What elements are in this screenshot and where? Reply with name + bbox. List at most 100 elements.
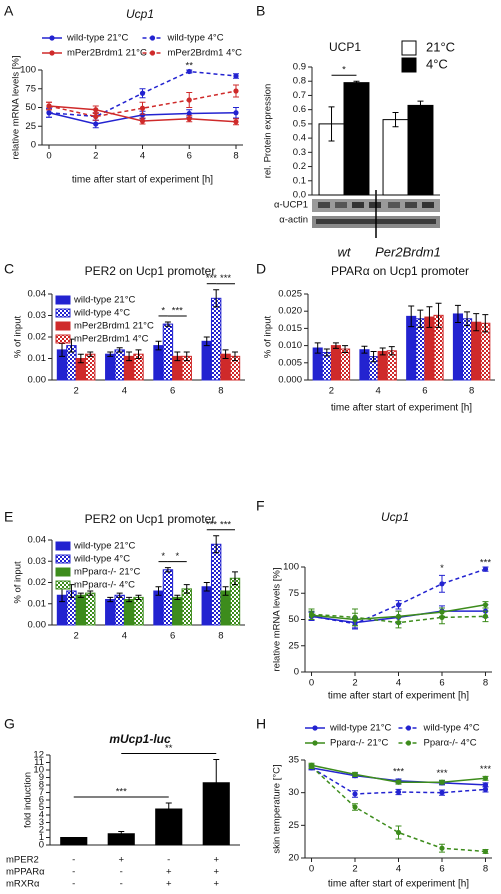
data-point	[482, 566, 489, 572]
data-point	[139, 118, 146, 124]
condition-mark: +	[118, 855, 124, 866]
error-bar	[379, 347, 386, 356]
error-bar	[213, 535, 220, 554]
x-tick-label: 8	[483, 678, 488, 689]
data-point	[439, 614, 445, 621]
y-tick-label: 0.1	[293, 175, 306, 186]
chart-title: PER2 on Ucp1 promoter	[85, 512, 216, 526]
data-point	[395, 620, 402, 626]
y-tick-label: 5	[39, 802, 44, 813]
legend-label: wild-type 21°C	[66, 33, 128, 44]
significance-label: ***	[206, 519, 217, 530]
significance-label: **	[165, 743, 173, 754]
legend-swatch	[55, 321, 71, 331]
data-point	[395, 829, 402, 836]
y-tick-label: 0.6	[293, 104, 306, 115]
y-tick-label: 20	[288, 853, 299, 864]
series-line	[48, 90, 237, 118]
bar	[210, 297, 222, 381]
panel-letter: B	[256, 3, 265, 19]
x-tick-label: 0	[46, 151, 51, 162]
error-bar	[392, 112, 399, 128]
y-tick-label: 6	[39, 795, 44, 806]
x-tick-label: 4	[396, 864, 401, 875]
bar	[201, 340, 212, 381]
y-tick-label: 25	[25, 121, 36, 132]
y-tick-label: 0.00	[28, 375, 47, 386]
bar	[85, 592, 96, 626]
y-tick-label: 4	[39, 810, 44, 821]
legend-label: mPer2Brdm1 21°C	[67, 48, 147, 59]
condition-mark: +	[166, 867, 172, 878]
chart-title: Ucp1	[126, 7, 154, 21]
y-axis-label: % of input	[263, 316, 274, 359]
x-tick-label: 2	[93, 151, 98, 162]
y-axis-label: fold induction	[23, 772, 34, 828]
y-tick-label: 100	[283, 562, 299, 573]
bar	[133, 596, 144, 626]
legend-marker	[49, 50, 55, 56]
error-bar	[126, 596, 133, 603]
y-tick-label: 0.015	[278, 323, 302, 334]
y-tick-label: 9	[39, 772, 44, 783]
condition-mark: +	[213, 867, 219, 878]
bar	[201, 586, 212, 626]
y-tick-label: 0.3	[293, 147, 306, 158]
legend-swatch	[55, 554, 71, 564]
error-bar	[473, 313, 480, 332]
data-point	[233, 110, 239, 116]
y-tick-label: 0.01	[28, 598, 47, 609]
data-point	[439, 790, 445, 796]
y-tick-label: 25	[288, 820, 299, 831]
x-axis-label: time after start of experiment [h]	[72, 175, 213, 186]
error-bar	[464, 311, 471, 327]
y-tick-label: 0.03	[28, 310, 47, 321]
x-tick-label: 4	[396, 678, 401, 689]
error-bar	[107, 596, 114, 603]
y-tick-label: 0.005	[278, 357, 302, 368]
y-tick-label: 30	[288, 787, 299, 798]
x-tick-label: 2	[73, 631, 78, 642]
bar	[105, 353, 116, 381]
significance-label: ***	[220, 519, 231, 530]
error-bar	[203, 336, 210, 347]
y-axis-label: relative mRNA levels [%]	[11, 55, 22, 159]
bar	[75, 594, 87, 626]
y-tick-label: 75	[25, 83, 36, 94]
error-bar	[135, 349, 142, 359]
bar	[343, 82, 370, 196]
legend-label: mPparα-/- 21°C	[74, 567, 140, 578]
error-bar	[77, 592, 84, 598]
data-point	[139, 105, 146, 111]
legend-label: mPparα-/- 4°C	[74, 580, 135, 591]
error-bar	[231, 351, 238, 362]
legend-label: 21°C	[426, 39, 455, 54]
x-tick-label: Per2Brdm1	[375, 244, 441, 259]
y-tick-label: 0.000	[278, 375, 302, 386]
significance-label: ***	[172, 305, 183, 316]
error-bar	[231, 571, 238, 586]
data-point	[482, 775, 489, 781]
bar	[229, 577, 241, 626]
data-point	[482, 848, 489, 855]
chart-title: Ucp1	[381, 510, 409, 524]
significance-label: *	[161, 551, 165, 562]
significance-label: ***	[116, 787, 127, 798]
data-point	[186, 116, 192, 122]
legend-label: Pparα-/- 4°C	[424, 738, 477, 749]
legend-label: mPer2Brdm1 21°C	[74, 321, 154, 332]
y-tick-label: 0	[294, 667, 299, 678]
data-point	[139, 90, 146, 96]
bar	[407, 104, 434, 196]
error-bar	[370, 350, 377, 363]
error-bar	[155, 340, 162, 351]
y-tick-label: 10	[33, 765, 44, 776]
x-tick-label: 4	[140, 151, 145, 162]
y-tick-label: 50	[25, 102, 36, 113]
error-bar	[332, 342, 339, 349]
legend-label: wild-type 21°C	[329, 723, 391, 734]
bar	[153, 345, 164, 381]
chart-title: mUcp1-luc	[109, 732, 171, 746]
error-bar	[87, 351, 94, 357]
error-bar	[323, 348, 330, 357]
